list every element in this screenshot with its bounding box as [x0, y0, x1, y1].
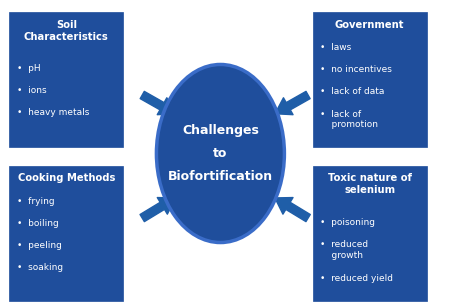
Text: •  no incentives: • no incentives [320, 65, 392, 74]
Text: Toxic nature of
selenium: Toxic nature of selenium [328, 173, 412, 196]
Text: •  heavy metals: • heavy metals [17, 108, 90, 117]
FancyBboxPatch shape [9, 166, 123, 301]
Text: •  soaking: • soaking [17, 263, 63, 272]
Text: Cooking Methods: Cooking Methods [18, 173, 115, 184]
Text: •  reduced
    growth: • reduced growth [320, 240, 369, 259]
Text: Soil
Characteristics: Soil Characteristics [24, 20, 109, 42]
Text: Government: Government [335, 20, 404, 30]
Text: •  pH: • pH [17, 64, 41, 73]
Text: •  boiling: • boiling [17, 219, 59, 228]
Text: •  peeling: • peeling [17, 241, 62, 250]
FancyArrowPatch shape [275, 91, 310, 115]
Text: Challenges
to
Biofortification: Challenges to Biofortification [168, 124, 273, 183]
Text: •  poisoning: • poisoning [320, 218, 375, 227]
Text: •  laws: • laws [320, 43, 352, 52]
FancyBboxPatch shape [9, 12, 123, 147]
FancyArrowPatch shape [275, 197, 310, 222]
FancyArrowPatch shape [140, 91, 175, 115]
FancyBboxPatch shape [313, 12, 427, 147]
Ellipse shape [156, 64, 284, 243]
Text: •  reduced yield: • reduced yield [320, 274, 393, 283]
Text: •  lack of
    promotion: • lack of promotion [320, 110, 378, 129]
Text: •  ions: • ions [17, 86, 46, 95]
FancyArrowPatch shape [140, 197, 175, 222]
FancyBboxPatch shape [313, 166, 427, 301]
Text: •  lack of data: • lack of data [320, 87, 385, 96]
Text: •  frying: • frying [17, 197, 55, 206]
